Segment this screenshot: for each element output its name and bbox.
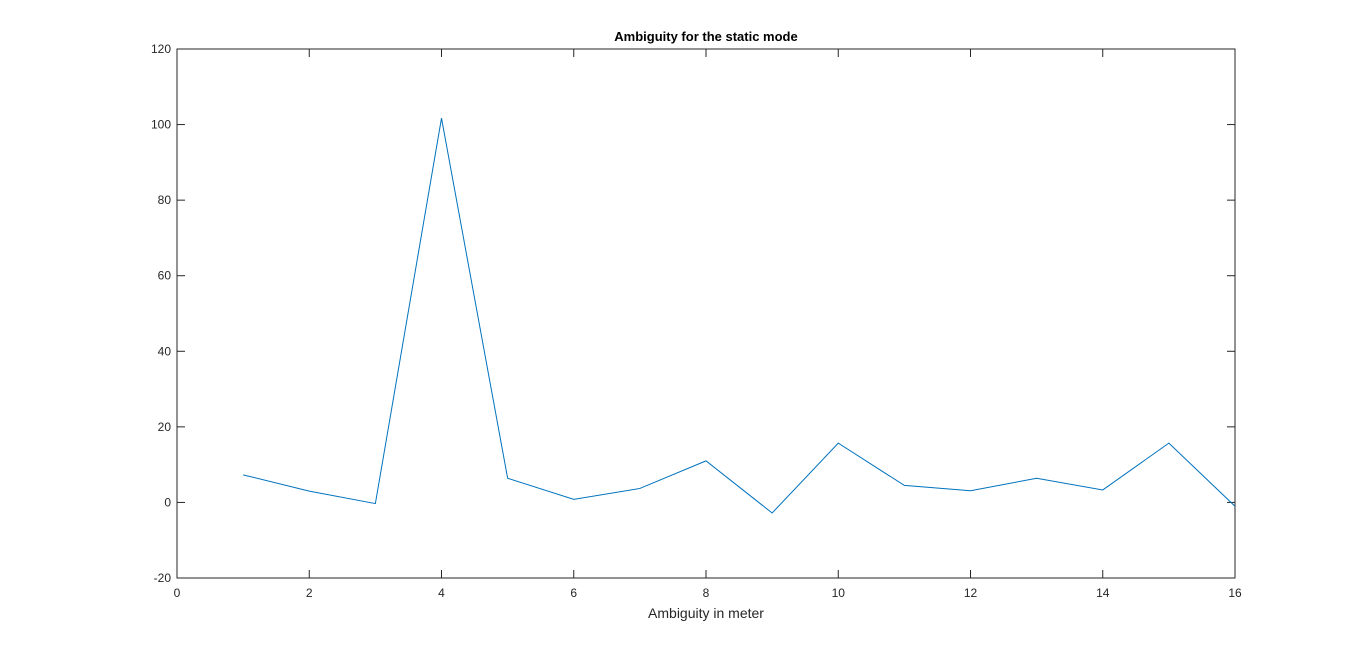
series-layer [243, 118, 1235, 514]
y-tick-label: -20 [154, 571, 172, 585]
y-tick-label: 120 [151, 42, 171, 56]
x-tick-label: 6 [570, 586, 577, 600]
x-axis-label: Ambiguity in meter [648, 605, 764, 621]
chart-title: Ambiguity for the static mode [614, 29, 797, 44]
y-tick-label: 40 [158, 344, 172, 358]
x-tick-label: 4 [438, 586, 445, 600]
x-tick-label: 10 [832, 586, 846, 600]
x-tick-label: 8 [703, 586, 710, 600]
plot-area [176, 48, 1236, 579]
y-tick-label: 100 [151, 118, 171, 132]
y-tick-label: 0 [164, 495, 171, 509]
x-tick-label: 12 [964, 586, 978, 600]
x-tick-label: 2 [306, 586, 313, 600]
series-line-0 [243, 118, 1235, 514]
x-tick-label: 0 [174, 586, 181, 600]
x-tick-label: 14 [1096, 586, 1110, 600]
y-tick-label: 60 [158, 269, 172, 283]
x-tick-label: 16 [1228, 586, 1242, 600]
y-tick-label: 20 [158, 420, 172, 434]
y-tick-label: 80 [158, 193, 172, 207]
